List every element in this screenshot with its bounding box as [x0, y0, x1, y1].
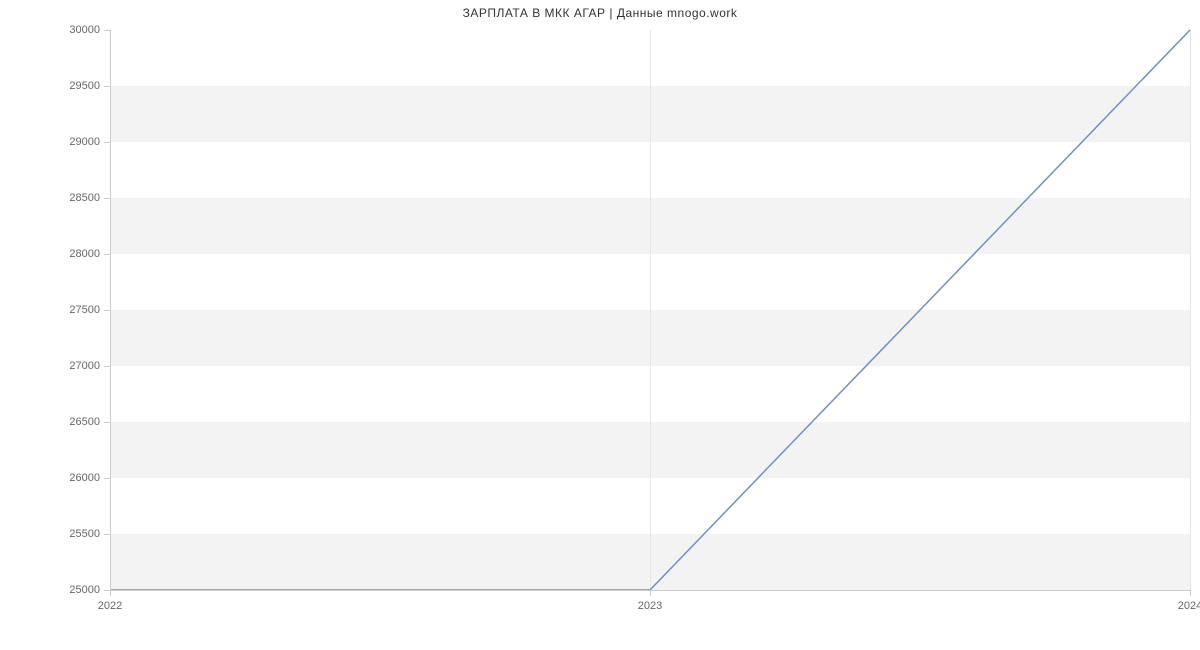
- y-tick: [104, 310, 110, 311]
- y-tick: [104, 254, 110, 255]
- y-axis: [110, 30, 111, 590]
- y-tick-label: 28500: [50, 192, 100, 204]
- series-line-salary: [110, 30, 1190, 590]
- plot-area: 2500025500260002650027000275002800028500…: [110, 30, 1190, 590]
- x-tick-label: 2023: [638, 600, 662, 612]
- y-tick-label: 27000: [50, 360, 100, 372]
- y-tick-label: 25500: [50, 528, 100, 540]
- x-tick: [110, 590, 111, 596]
- chart-container: ЗАРПЛАТА В МКК АГАР | Данные mnogo.work …: [0, 0, 1200, 650]
- y-tick: [104, 478, 110, 479]
- x-tick-label: 2024: [1178, 600, 1200, 612]
- y-tick-label: 29000: [50, 136, 100, 148]
- y-tick-label: 26500: [50, 416, 100, 428]
- y-tick: [104, 142, 110, 143]
- x-tick: [650, 590, 651, 596]
- line-layer: [110, 30, 1190, 590]
- y-tick: [104, 86, 110, 87]
- y-tick-label: 30000: [50, 24, 100, 36]
- y-tick-label: 27500: [50, 304, 100, 316]
- y-tick-label: 29500: [50, 80, 100, 92]
- y-tick: [104, 422, 110, 423]
- x-grid-line: [1190, 30, 1191, 590]
- y-tick-label: 25000: [50, 584, 100, 596]
- y-tick-label: 28000: [50, 248, 100, 260]
- x-tick: [1190, 590, 1191, 596]
- chart-title: ЗАРПЛАТА В МКК АГАР | Данные mnogo.work: [0, 6, 1200, 20]
- y-tick: [104, 30, 110, 31]
- y-tick: [104, 198, 110, 199]
- x-tick-label: 2022: [98, 600, 122, 612]
- y-tick-label: 26000: [50, 472, 100, 484]
- y-tick: [104, 534, 110, 535]
- y-tick: [104, 366, 110, 367]
